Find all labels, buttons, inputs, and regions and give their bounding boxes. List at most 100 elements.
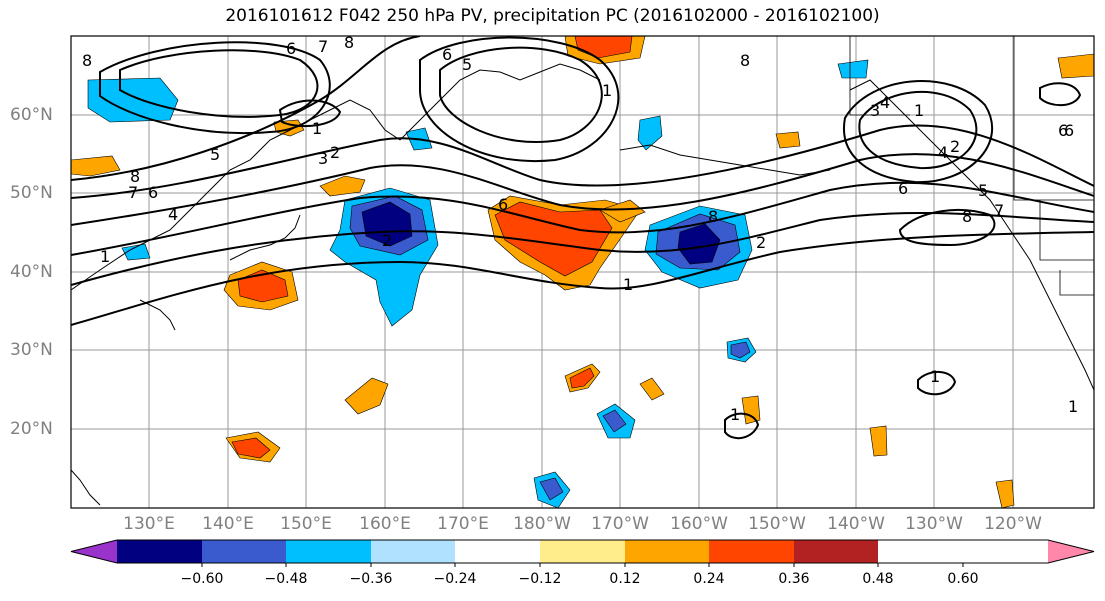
- contour-label: 6: [898, 179, 908, 198]
- precip-blob: [344, 377, 389, 415]
- contour-label: 1: [914, 101, 924, 120]
- pv-contours: [71, 36, 1094, 440]
- colorbar-tick-label: 0.12: [609, 571, 641, 587]
- colorbar-tick-label: 0.24: [693, 571, 725, 587]
- precip-blob: [494, 201, 613, 277]
- precip-blob: [361, 201, 413, 247]
- precip-blob: [231, 437, 271, 459]
- colorbar-tick-label: −0.48: [264, 571, 308, 587]
- coastlines: [71, 63, 1094, 506]
- lon-label: 150°E: [280, 514, 332, 534]
- precip-blob: [237, 269, 289, 303]
- map-title: 2016101612 F042 250 hPa PV, precipitatio…: [225, 6, 880, 26]
- colorbar-tick-label: 0.60: [947, 571, 979, 587]
- contour-label: 7: [128, 183, 138, 202]
- precip-blob: [741, 395, 761, 425]
- lon-label: 130°W: [905, 514, 963, 534]
- contour-label: 1: [930, 367, 940, 386]
- contour-label: 2: [330, 143, 340, 162]
- precip-blob: [1057, 53, 1094, 79]
- precip-blob: [121, 243, 151, 261]
- colorbar-segment: [540, 540, 625, 563]
- contour-label: 1: [1068, 397, 1078, 416]
- colorbar-tick-label: 0.36: [778, 571, 810, 587]
- colorbar-segment: [709, 540, 794, 563]
- precip-blob: [775, 131, 801, 149]
- precip-blob: [599, 199, 646, 223]
- contour-label: 1: [100, 247, 110, 266]
- contour-label: 8: [130, 167, 140, 186]
- precip-blob: [637, 115, 663, 151]
- colorbar-extend-max: [1048, 540, 1094, 563]
- lat-label: 30°N: [10, 340, 53, 360]
- precip-blob: [837, 59, 869, 79]
- contour-label: 8: [344, 33, 354, 52]
- precip-blob: [995, 479, 1015, 508]
- contour-label: 6: [148, 183, 158, 202]
- contour-label: 8: [740, 51, 750, 70]
- colorbar-tick-label: 0.48: [862, 571, 894, 587]
- contour-label: 2: [950, 137, 960, 156]
- contour-label: 1: [730, 405, 740, 424]
- contour-label: 8: [962, 207, 972, 226]
- precip-blob: [602, 409, 627, 433]
- lon-label: 130°E: [123, 514, 175, 534]
- borders: [849, 36, 1094, 296]
- colorbar-segment: [625, 540, 709, 563]
- lon-label: 150°W: [748, 514, 806, 534]
- precip-blob: [273, 119, 305, 137]
- colorbar-extend-min: [71, 540, 117, 563]
- contour-label: 8: [708, 207, 718, 226]
- lon-label: 180°W: [513, 514, 571, 534]
- contour-label: 1: [623, 275, 633, 294]
- precip-blob: [869, 425, 888, 457]
- contour-label: 7: [318, 37, 328, 56]
- colorbar-tick-label: −0.60: [180, 571, 224, 587]
- contour-label: 3: [870, 101, 880, 120]
- precip-blob: [639, 377, 665, 401]
- lat-label: 20°N: [10, 419, 53, 439]
- lat-label: 40°N: [10, 262, 53, 282]
- contour-label: 5: [978, 181, 988, 200]
- contour-label: 5: [462, 55, 472, 74]
- lon-label: 140°W: [827, 514, 885, 534]
- precip-blob: [569, 367, 595, 389]
- contour-label: 4: [880, 93, 890, 112]
- colorbar-tick-label: −0.12: [518, 571, 562, 587]
- contour-label: 6: [442, 45, 452, 64]
- contour-label: 5: [210, 145, 220, 164]
- contour-label: 7: [994, 201, 1004, 220]
- precip-blob: [677, 223, 721, 265]
- lat-label: 60°N: [10, 105, 53, 125]
- map-frame: [70, 35, 1095, 509]
- contour-label: 2: [382, 231, 392, 250]
- contour-label: 4: [938, 143, 948, 162]
- colorbar-segment: [455, 540, 540, 563]
- precip-blob: [87, 77, 179, 123]
- contour-labels: 8 6 7 8 6 5 8 2 1 3 4 8 7 1 1 6 6 1 2 3 …: [82, 33, 1078, 424]
- contour-label: 2: [756, 233, 766, 252]
- contour-label: 1: [312, 119, 322, 138]
- precip-blob: [319, 175, 366, 197]
- colorbar-segment: [371, 540, 455, 563]
- colorbar-segment: [117, 540, 202, 563]
- colorbar-segment: [202, 540, 286, 563]
- contour-label: 6: [286, 39, 296, 58]
- contour-label: 8: [82, 51, 92, 70]
- contour-label: 6: [1064, 121, 1074, 140]
- contour-label: 4: [168, 205, 178, 224]
- lon-label: 170°W: [591, 514, 649, 534]
- precip-blob: [730, 341, 751, 359]
- precip-shading: [71, 36, 1094, 508]
- precip-blob: [539, 477, 564, 501]
- lat-label: 50°N: [10, 183, 53, 203]
- lon-label: 140°E: [202, 514, 254, 534]
- contour-label: 1: [602, 81, 612, 100]
- colorbar-tick-label: −0.24: [433, 571, 477, 587]
- precip-blob: [71, 155, 121, 177]
- contour-label: 3: [318, 149, 328, 168]
- colorbar-segment: [286, 540, 371, 563]
- lon-label: 170°E: [437, 514, 489, 534]
